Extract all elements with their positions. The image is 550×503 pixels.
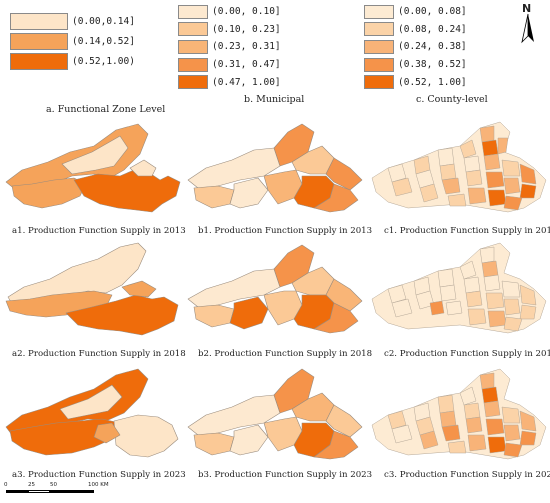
legend-label: (0.38, 0.52] <box>398 59 467 71</box>
map-caption: b1. Production Function Supply in 2013 <box>198 226 373 236</box>
scale-tick-label: 0 <box>4 482 8 488</box>
legend-label: (0.24, 0.38] <box>398 41 467 53</box>
legend-swatch <box>178 75 208 90</box>
legend-county: (0.00, 0.08] (0.08, 0.24] (0.24, 0.38] (… <box>364 3 467 91</box>
legend-swatch <box>178 57 208 72</box>
legend-label: (0.31, 0.47] <box>212 59 281 71</box>
legend-swatch <box>178 4 208 19</box>
scale-tick-label: 50 <box>50 482 57 488</box>
column-title-functional-zone: a. Functional Zone Level <box>46 104 166 115</box>
scale-bar-segment <box>50 490 94 493</box>
column-title-municipal: b. Municipal <box>244 94 305 105</box>
legend-label: (0.14,0.52] <box>72 35 135 47</box>
legend-label: (0.52, 1.00] <box>398 76 467 88</box>
legend-functional-zone: (0.00,0.14] (0.14,0.52] (0.52,1.00) <box>10 11 135 71</box>
map-b1 <box>187 123 363 213</box>
legend-swatch <box>10 52 68 70</box>
legend-swatch <box>364 75 394 90</box>
column-title-county: c. County-level <box>416 94 488 105</box>
legend-swatch <box>10 32 68 50</box>
map-c2 <box>371 242 547 334</box>
scale-bar-segment <box>28 490 50 493</box>
map-a3 <box>5 368 179 458</box>
map-c1 <box>371 121 547 213</box>
legend-swatch <box>364 39 394 54</box>
legend-swatch <box>178 39 208 54</box>
legend-label: (0.00, 0.10] <box>212 6 281 18</box>
north-arrow-icon <box>521 13 534 44</box>
legend-swatch <box>178 22 208 37</box>
scale-bar-segment <box>6 490 28 493</box>
map-caption: a3. Production Function Supply in 2023 <box>12 470 186 480</box>
map-caption: c1. Production Function Supply in 2013 <box>384 226 550 236</box>
north-letter: N <box>522 2 532 15</box>
legend-label: (0.47, 1.00] <box>212 76 281 88</box>
legend-swatch <box>364 4 394 19</box>
legend-label: (0.08, 0.24] <box>398 23 467 35</box>
map-a2 <box>5 242 179 336</box>
map-b3 <box>187 368 363 460</box>
map-caption: a2. Production Function Supply in 2018 <box>12 349 186 359</box>
map-caption: b2. Production Function Supply in 2018 <box>198 349 373 359</box>
legend-label: (0.00,0.14] <box>72 15 135 27</box>
legend-label: (0.52,1.00) <box>72 55 135 67</box>
legend-swatch <box>10 12 68 30</box>
scale-tick-label: 100 KM <box>88 482 109 488</box>
map-c3 <box>371 368 547 460</box>
map-caption: b3. Production Function Supply in 2023 <box>198 470 373 480</box>
map-caption: c2. Production Function Supply in 2018 <box>384 349 550 359</box>
north-arrow: N <box>514 2 542 44</box>
scale-tick-label: 25 <box>28 482 35 488</box>
scale-bar: 0 25 50 100 KM <box>4 482 114 502</box>
legend-municipal: (0.00, 0.10] (0.10, 0.23] (0.23, 0.31] (… <box>178 3 281 91</box>
legend-swatch <box>364 57 394 72</box>
map-caption: a1. Production Function Supply in 2013 <box>12 226 186 236</box>
legend-label: (0.00, 0.08] <box>398 6 467 18</box>
legend-label: (0.23, 0.31] <box>212 41 281 53</box>
map-caption: c3. Production Function Supply in 2023 <box>384 470 550 480</box>
map-a1 <box>5 123 181 213</box>
legend-label: (0.10, 0.23] <box>212 23 281 35</box>
legend-swatch <box>364 22 394 37</box>
map-b2 <box>187 244 363 334</box>
